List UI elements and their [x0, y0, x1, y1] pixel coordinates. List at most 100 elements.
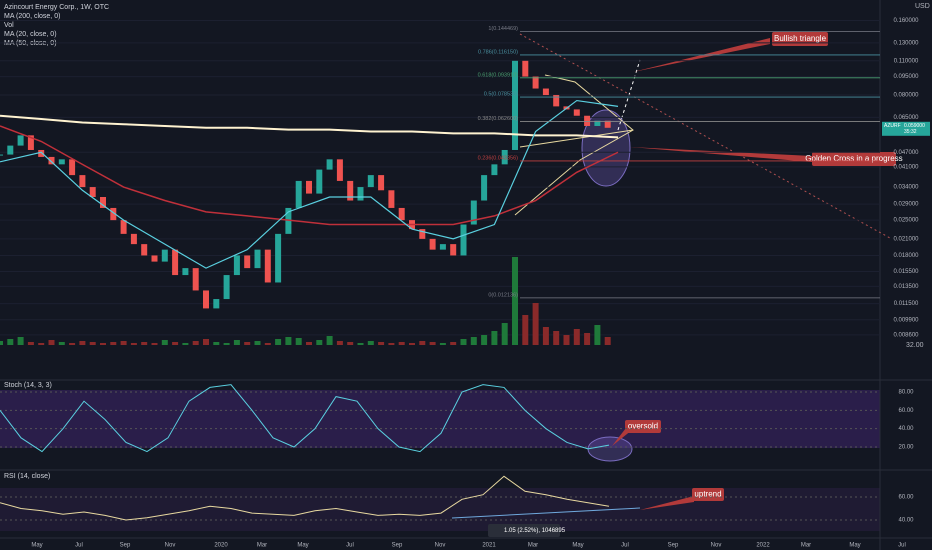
candle — [213, 299, 220, 309]
y-tick-label: 0.018000 — [893, 253, 919, 259]
callout-arrow — [630, 147, 812, 162]
candle — [336, 159, 343, 181]
annotation-box — [625, 420, 661, 433]
price-value: 0.059000 — [904, 123, 925, 129]
volume-bar — [192, 341, 199, 345]
volume-bar — [0, 341, 3, 345]
indicator: MA (200, close, 0) — [4, 13, 60, 20]
x-tick-label: Mar — [257, 543, 267, 549]
candle — [439, 244, 446, 250]
candle — [501, 149, 508, 165]
candle — [285, 207, 292, 234]
volume-bar — [48, 340, 55, 345]
candle — [233, 255, 240, 276]
volume-bar — [285, 337, 292, 345]
candle — [573, 109, 580, 116]
candle — [553, 95, 560, 107]
candle — [357, 187, 364, 201]
stoch-band — [0, 390, 880, 448]
candle — [481, 175, 488, 201]
candle — [172, 249, 179, 276]
annotation: oversold — [628, 422, 658, 431]
candle — [203, 290, 209, 309]
candle — [0, 154, 3, 156]
measure-box — [488, 524, 560, 537]
y-tick-label: 60.00 — [898, 408, 914, 414]
candle — [419, 229, 426, 239]
y-tick-label: 0.080000 — [893, 93, 919, 99]
x-tick-label: Nov — [435, 543, 446, 549]
volume-bar — [563, 335, 570, 345]
volume-bar — [120, 341, 127, 345]
x-tick-label: Nov — [165, 543, 176, 549]
annotation-box — [812, 152, 896, 166]
volume-bar — [264, 343, 271, 345]
volume-bar — [172, 342, 179, 345]
y-tick-label: 60.00 — [898, 495, 914, 501]
y-tick-label: 80.00 — [898, 390, 914, 396]
price-countdown: 35:32 — [904, 129, 917, 135]
y-tick-label: 0.009900 — [893, 317, 919, 323]
candle — [58, 159, 65, 165]
candle — [316, 169, 323, 194]
x-tick-label: 2021 — [482, 543, 496, 549]
x-tick-label: Mar — [801, 543, 811, 549]
x-tick-label: Jul — [898, 543, 906, 549]
volume-bar — [38, 343, 45, 345]
y-tick-label: 0.065000 — [893, 115, 919, 121]
annotation-box — [692, 488, 724, 501]
volume-label: 32.00 — [906, 342, 924, 349]
volume-bar — [79, 341, 86, 345]
rsi-band — [0, 488, 880, 531]
volume-bar — [182, 343, 189, 345]
price-symbol: AZURF — [884, 123, 901, 129]
candle — [264, 249, 271, 283]
candle — [69, 159, 76, 176]
x-tick-label: 2020 — [214, 543, 228, 549]
candle — [460, 224, 467, 256]
candle — [192, 268, 199, 291]
volume-bar — [542, 327, 549, 345]
volume-bar — [409, 343, 415, 345]
candle — [223, 275, 230, 300]
volume-bar — [254, 341, 261, 345]
y-tick-label: 0.130000 — [893, 40, 919, 46]
candle — [388, 190, 395, 208]
volume-bar — [450, 342, 457, 345]
fib-label: 0.236(0.043356) — [478, 155, 519, 161]
y-tick-label: 0.110000 — [894, 58, 919, 64]
y-tick-label: 20.00 — [898, 445, 914, 451]
stoch-line — [0, 384, 610, 453]
y-tick-label: 0.015500 — [893, 269, 919, 275]
y-tick-label: 0.025000 — [893, 218, 919, 224]
y-tick-label: 0.021000 — [893, 236, 919, 242]
candle — [130, 233, 137, 245]
candle — [244, 255, 251, 269]
candle — [491, 164, 498, 176]
rsi-line — [0, 475, 610, 521]
candle — [38, 149, 45, 157]
candle — [17, 135, 24, 146]
candle — [532, 76, 539, 89]
y-tick-label: 0.047000 — [893, 150, 919, 156]
volume-bar — [553, 331, 560, 345]
candle — [604, 120, 611, 128]
volume-bar — [512, 257, 518, 345]
candle — [306, 180, 312, 194]
fib-label: 0(0.012136) — [488, 292, 518, 298]
candle — [378, 175, 385, 191]
candle — [100, 196, 106, 208]
triangle — [519, 129, 634, 148]
candle — [48, 156, 55, 165]
y-tick-label: 0.160000 — [893, 18, 919, 24]
volume-bar — [223, 343, 230, 345]
x-tick-label: Mar — [528, 543, 538, 549]
volume-bar — [233, 340, 240, 345]
volume-bar — [522, 315, 529, 345]
x-tick-label: Jul — [75, 543, 83, 549]
ma200-line — [0, 114, 619, 139]
volume-bar — [429, 342, 436, 345]
y-tick-label: 0.041000 — [893, 165, 919, 171]
volume-bar — [326, 336, 333, 345]
annotation: Bullish triangle — [774, 34, 827, 43]
